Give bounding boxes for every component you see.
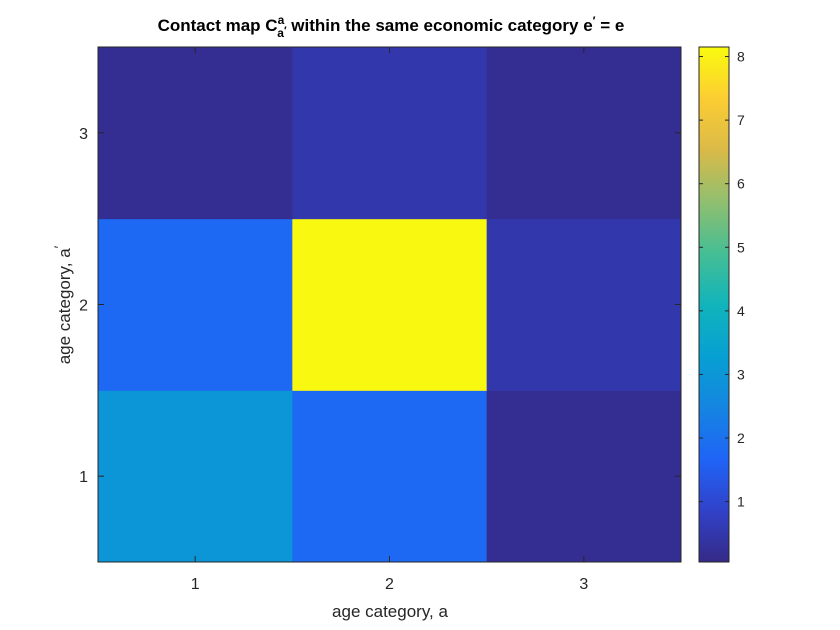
heatmap-cell-1-3 xyxy=(98,47,293,220)
heatmap-cell-2-2 xyxy=(292,218,488,391)
colorbar-tick-label: 3 xyxy=(737,366,745,382)
heatmap-cell-3-3 xyxy=(486,47,682,220)
heatmap-cell-1-1 xyxy=(98,390,293,563)
colorbar xyxy=(699,47,729,562)
chart-title: Contact map Ca a′ within the same economi… xyxy=(158,13,625,40)
x-tick-label: 2 xyxy=(385,576,394,593)
colorbar-tick-label: 1 xyxy=(737,494,745,510)
heatmap-cell-2-3 xyxy=(292,47,488,220)
heatmap-cell-3-2 xyxy=(486,218,682,391)
colorbar-tick-label: 8 xyxy=(737,49,745,65)
heatmap-cell-2-1 xyxy=(292,390,488,563)
colorbar-ticks: 1 2 3 4 5 6 7 8 xyxy=(699,49,745,510)
colorbar-tick-label: 6 xyxy=(737,176,745,192)
y-tick-label: 2 xyxy=(79,298,88,315)
y-tick-label: 1 xyxy=(79,469,88,486)
heatmap-cells xyxy=(98,47,682,563)
heatmap-cell-1-2 xyxy=(98,218,293,391)
colorbar-box xyxy=(698,46,730,563)
y-axis-label: age category, a′ xyxy=(51,245,74,364)
colorbar-tick-label: 5 xyxy=(737,239,745,255)
heatmap-cell-3-1 xyxy=(486,390,682,563)
colorbar-tick-label: 4 xyxy=(737,303,745,319)
colorbar-tick-label: 7 xyxy=(737,112,745,128)
axis-ticks: 1 2 3 1 2 3 xyxy=(79,47,681,593)
x-tick-label: 3 xyxy=(579,576,588,593)
x-axis-label: age category, a xyxy=(332,602,448,621)
x-tick-label: 1 xyxy=(191,576,200,593)
y-tick-label: 3 xyxy=(79,126,88,143)
colorbar-tick-label: 2 xyxy=(737,430,745,446)
